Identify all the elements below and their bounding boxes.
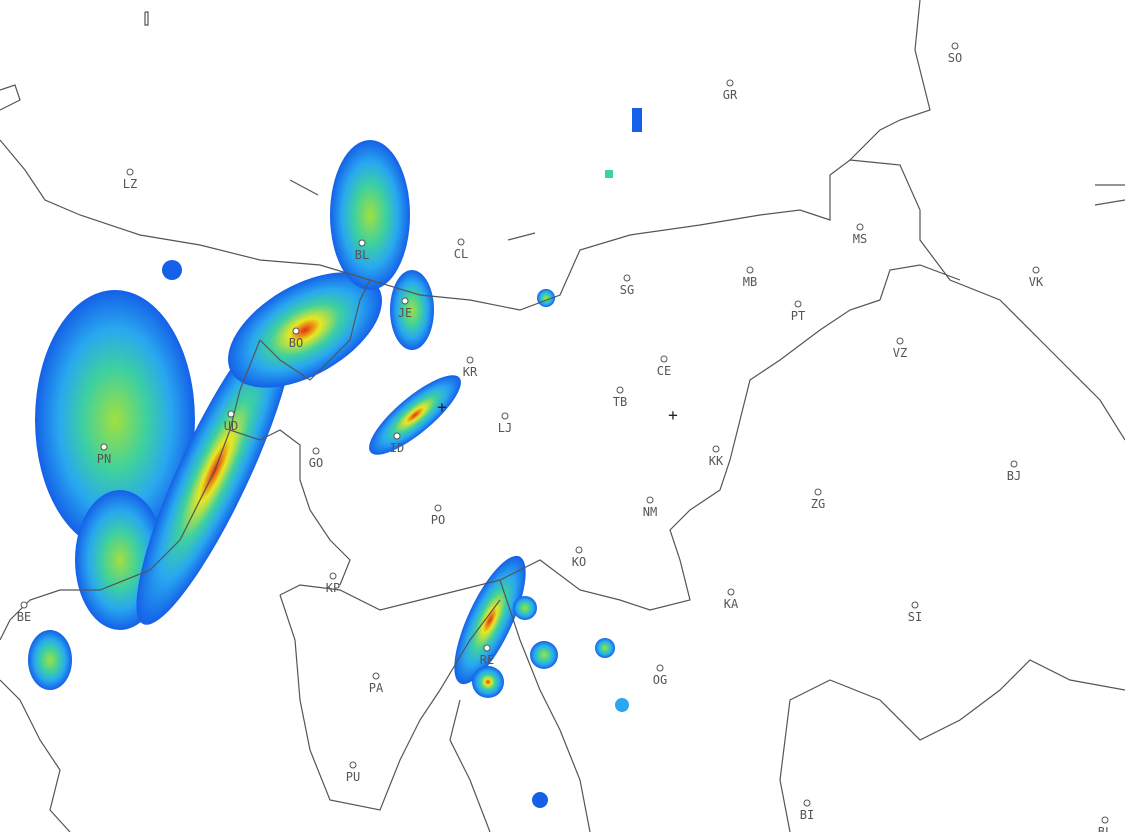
city-dot-icon [466, 356, 474, 364]
radar-cell [35, 290, 195, 550]
city-label: BL [1097, 825, 1113, 832]
city-dot-icon [100, 443, 108, 451]
radar-echoes [28, 108, 642, 808]
city-label: UD [223, 419, 239, 433]
radar-cell [472, 666, 504, 698]
city-label: ID [389, 441, 405, 455]
city-label: MB [742, 275, 758, 289]
radar-cell [369, 375, 461, 455]
city-dot-icon [896, 337, 904, 345]
city-label: RE [479, 653, 495, 667]
city-label: BL [354, 248, 370, 262]
city-dot-icon [312, 447, 320, 455]
city-label: KA [723, 597, 739, 611]
radar-cell [162, 260, 182, 280]
city-label: VZ [892, 346, 908, 360]
city-label: GR [722, 88, 738, 102]
city-dot-icon [856, 223, 864, 231]
city-label: PA [368, 681, 384, 695]
radar-cell [632, 108, 642, 132]
city-dot-icon [656, 664, 664, 672]
city-label: LJ [497, 421, 513, 435]
city-label: NM [642, 505, 658, 519]
radar-cell [390, 270, 434, 350]
city-label: SG [619, 283, 635, 297]
radar-cell [532, 792, 548, 808]
city-label: PU [345, 770, 361, 784]
city-dot-icon [575, 546, 583, 554]
radar-cell [513, 596, 537, 620]
city-label: GO [308, 456, 324, 470]
city-dot-icon [726, 79, 734, 87]
city-label: BI [799, 808, 815, 822]
city-dot-icon [794, 300, 802, 308]
radar-site-cross-icon: + [668, 405, 678, 425]
city-label: OG [652, 673, 668, 687]
city-label: CL [453, 247, 469, 261]
city-label: BE [16, 610, 32, 624]
radar-cell [605, 170, 613, 178]
radar-cell [28, 630, 72, 690]
city-dot-icon [126, 168, 134, 176]
city-label: KO [571, 555, 587, 569]
city-dot-icon [727, 588, 735, 596]
city-label: CE [656, 364, 672, 378]
city-dot-icon [616, 386, 624, 394]
city-dot-icon [20, 601, 28, 609]
city-dot-icon [911, 601, 919, 609]
city-label: ZG [810, 497, 826, 511]
city-dot-icon [646, 496, 654, 504]
radar-cell [454, 555, 526, 685]
city-dot-icon [292, 327, 300, 335]
city-dot-icon [814, 488, 822, 496]
city-label: BJ [1006, 469, 1022, 483]
city-label: PO [430, 513, 446, 527]
radar-cell [330, 140, 410, 290]
city-dot-icon [329, 572, 337, 580]
city-label: MS [852, 232, 868, 246]
city-label: SI [907, 610, 923, 624]
city-dot-icon [434, 504, 442, 512]
city-dot-icon [349, 761, 357, 769]
city-dot-icon [623, 274, 631, 282]
city-label: KR [462, 365, 478, 379]
crosshair-icon: + [437, 397, 447, 417]
city-dot-icon [227, 410, 235, 418]
city-dot-icon [358, 239, 366, 247]
city-dot-icon [951, 42, 959, 50]
city-dot-icon [712, 445, 720, 453]
city-dot-icon [457, 238, 465, 246]
city-dot-icon [746, 266, 754, 274]
city-label: BO [288, 336, 304, 350]
city-dot-icon [372, 672, 380, 680]
city-dot-icon [1032, 266, 1040, 274]
radar-cell [228, 272, 382, 388]
city-label: JE [397, 306, 413, 320]
city-label: TB [612, 395, 628, 409]
radar-cell [595, 638, 615, 658]
city-label: PN [96, 452, 112, 466]
radar-cell [530, 641, 558, 669]
city-dot-icon [401, 297, 409, 305]
city-dot-icon [1101, 816, 1109, 824]
city-dot-icon [803, 799, 811, 807]
radar-cell [615, 698, 629, 712]
city-label: KK [708, 454, 724, 468]
city-label: PT [790, 309, 806, 323]
city-label: LZ [122, 177, 138, 191]
city-label: KP [325, 581, 341, 595]
city-dot-icon [393, 432, 401, 440]
city-label: VK [1028, 275, 1044, 289]
city-dot-icon [660, 355, 668, 363]
city-label: SO [947, 51, 963, 65]
city-dot-icon [1010, 460, 1018, 468]
city-dot-icon [483, 644, 491, 652]
city-dot-icon [501, 412, 509, 420]
